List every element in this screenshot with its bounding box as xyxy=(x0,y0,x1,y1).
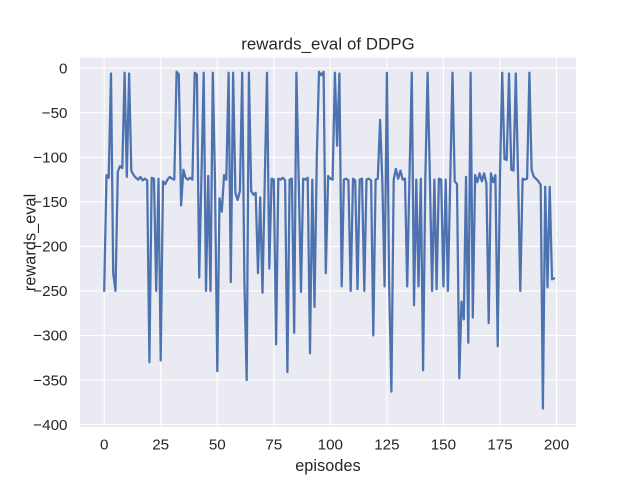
svg-text:25: 25 xyxy=(152,437,169,454)
svg-text:150: 150 xyxy=(431,437,456,454)
svg-text:−50: −50 xyxy=(42,105,68,122)
svg-text:−200: −200 xyxy=(33,239,67,256)
svg-text:−300: −300 xyxy=(33,328,67,345)
svg-text:rewards_eval: rewards_eval xyxy=(22,194,40,291)
svg-text:200: 200 xyxy=(544,437,569,454)
svg-text:−150: −150 xyxy=(33,194,67,211)
svg-text:50: 50 xyxy=(209,437,226,454)
svg-text:0: 0 xyxy=(100,437,108,454)
svg-text:−350: −350 xyxy=(33,372,67,389)
svg-text:rewards_eval of DDPG: rewards_eval of DDPG xyxy=(241,35,415,54)
svg-text:0: 0 xyxy=(59,61,67,78)
svg-text:−250: −250 xyxy=(33,283,67,300)
svg-text:−400: −400 xyxy=(33,417,67,434)
svg-text:episodes: episodes xyxy=(295,457,361,475)
svg-text:125: 125 xyxy=(374,437,399,454)
svg-text:−100: −100 xyxy=(33,150,67,167)
svg-text:175: 175 xyxy=(487,437,512,454)
svg-text:100: 100 xyxy=(318,437,343,454)
svg-text:75: 75 xyxy=(265,437,282,454)
